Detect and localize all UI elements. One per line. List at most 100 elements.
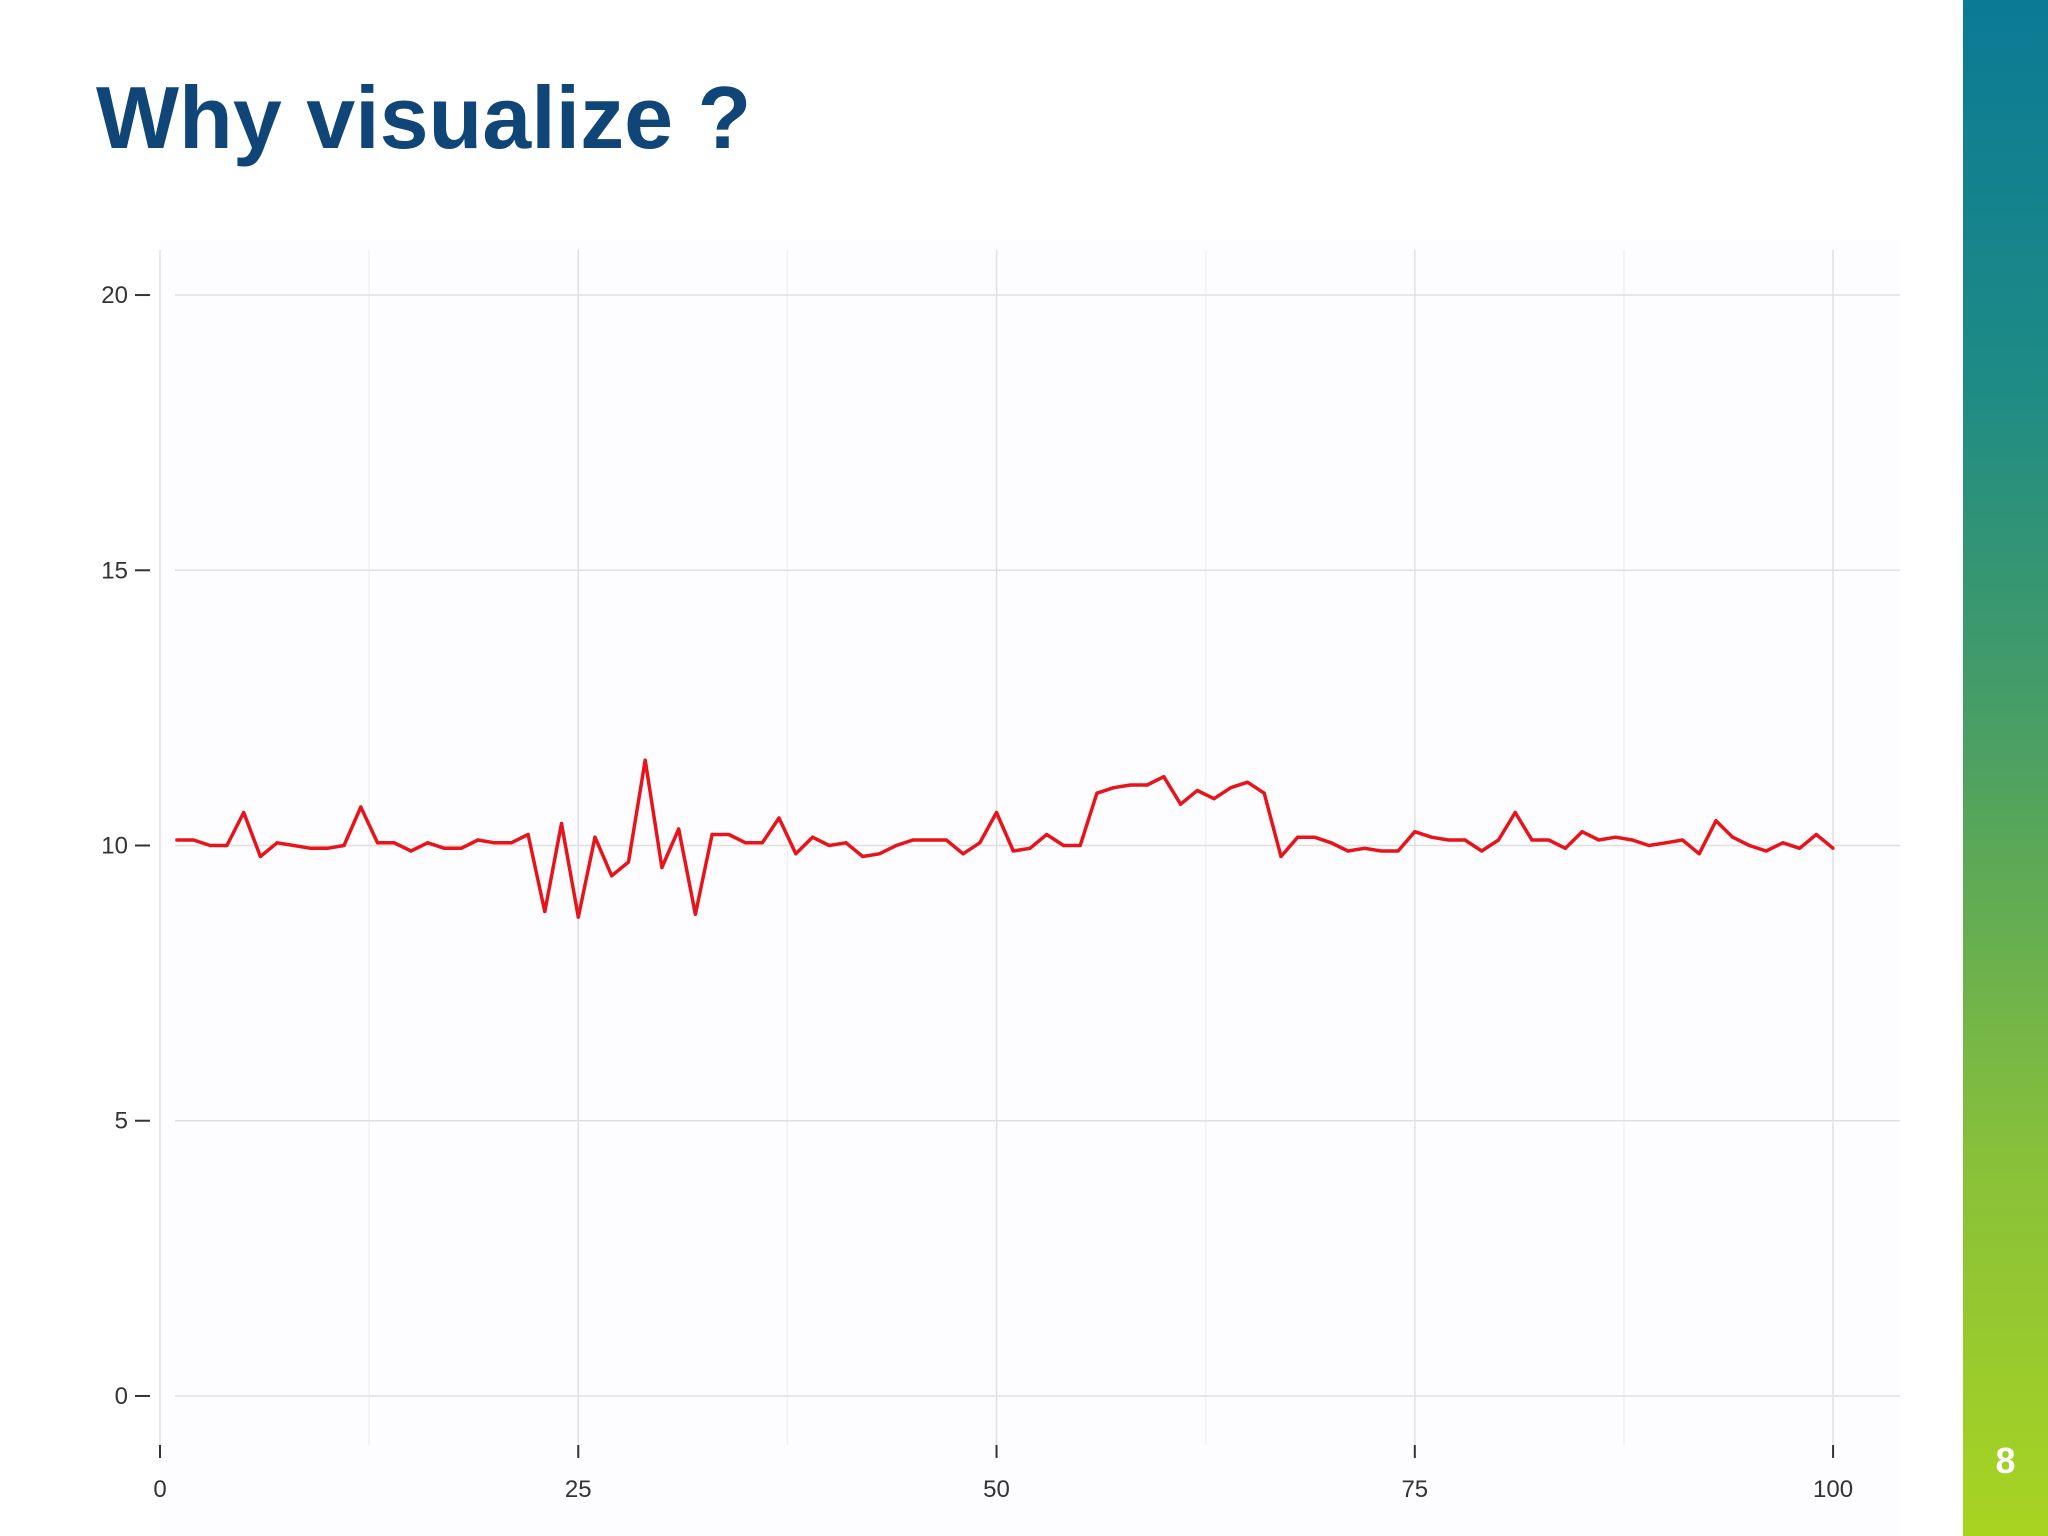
data-point xyxy=(1396,849,1400,853)
data-point xyxy=(175,838,179,842)
data-point xyxy=(827,843,831,848)
y-tick-label: 20 xyxy=(101,282,128,309)
data-point xyxy=(1095,791,1099,795)
data-point xyxy=(1429,835,1434,839)
data-point xyxy=(1162,775,1166,779)
data-point xyxy=(610,874,614,878)
data-point xyxy=(509,841,513,845)
data-point xyxy=(1379,849,1383,853)
data-point xyxy=(275,841,279,845)
data-point xyxy=(760,841,764,845)
data-point xyxy=(225,843,229,848)
data-point xyxy=(861,854,865,859)
data-point xyxy=(559,821,564,826)
data-point xyxy=(911,838,915,842)
data-point xyxy=(727,832,731,837)
data-point xyxy=(877,852,882,856)
data-point xyxy=(493,841,497,845)
data-point xyxy=(359,805,363,809)
x-tick-label: 50 xyxy=(983,1476,1010,1503)
data-point xyxy=(1814,832,1818,837)
data-point xyxy=(342,843,346,848)
data-point xyxy=(325,846,329,850)
data-point xyxy=(961,852,965,856)
data-point xyxy=(1547,838,1551,842)
data-point xyxy=(777,816,781,820)
data-point xyxy=(1630,838,1634,842)
data-point xyxy=(1781,841,1785,845)
grid-lines xyxy=(159,250,1900,1445)
data-point xyxy=(894,843,898,848)
data-point xyxy=(426,841,430,845)
series-layer xyxy=(175,758,1835,919)
x-tick-label: 75 xyxy=(1401,1476,1428,1503)
data-point xyxy=(1513,810,1517,815)
data-point xyxy=(1563,846,1567,850)
data-point xyxy=(693,912,697,916)
data-point xyxy=(1496,838,1501,842)
data-point xyxy=(1212,797,1216,801)
data-point xyxy=(928,838,932,842)
data-point xyxy=(1580,830,1584,834)
data-point xyxy=(994,810,999,815)
data-point xyxy=(292,843,296,848)
decorative-side-bar xyxy=(1963,0,2048,1536)
data-point xyxy=(944,838,948,842)
y-tick-label: 10 xyxy=(101,833,128,860)
data-point xyxy=(191,838,196,842)
data-point xyxy=(1112,786,1116,790)
data-point xyxy=(1329,841,1333,845)
x-tick-label: 0 xyxy=(153,1476,166,1503)
data-point xyxy=(978,841,982,845)
data-point xyxy=(1279,854,1283,859)
data-point xyxy=(1798,846,1802,850)
slide-title: Why visualize ? xyxy=(96,68,752,167)
x-tick-label: 25 xyxy=(565,1476,592,1503)
data-point xyxy=(1680,838,1685,842)
data-point xyxy=(442,846,447,850)
page-number: 8 xyxy=(1995,1440,2016,1481)
plot-background xyxy=(160,240,1900,1536)
data-point xyxy=(476,838,480,842)
data-point xyxy=(1245,780,1250,784)
data-point xyxy=(1530,838,1534,842)
data-point xyxy=(1613,835,1618,839)
data-point xyxy=(1647,843,1651,848)
data-point xyxy=(1312,835,1317,839)
data-point xyxy=(1363,846,1367,850)
data-point xyxy=(208,843,212,848)
data-point xyxy=(459,846,463,850)
data-point xyxy=(308,846,313,850)
data-point xyxy=(375,841,380,845)
data-point xyxy=(526,832,530,837)
data-point xyxy=(1128,783,1132,787)
y-tick-label: 0 xyxy=(115,1383,128,1410)
data-point xyxy=(710,832,714,837)
data-point xyxy=(810,835,815,839)
data-point xyxy=(1697,852,1701,856)
data-point xyxy=(660,865,664,870)
data-point xyxy=(1446,838,1450,842)
y-tick-label: 5 xyxy=(115,1108,128,1135)
data-point xyxy=(1764,849,1768,853)
data-point xyxy=(1480,849,1484,853)
data-point xyxy=(1664,841,1668,845)
data-point xyxy=(1747,843,1752,848)
data-point xyxy=(1078,843,1082,848)
data-point xyxy=(1731,835,1735,839)
data-point xyxy=(794,852,798,856)
data-point xyxy=(677,827,681,831)
data-point xyxy=(844,841,848,845)
data-point xyxy=(392,841,396,845)
data-point xyxy=(1178,802,1183,806)
series-line xyxy=(176,758,1835,919)
axis-ticks: 0 25 50 75 100 0 5 10 15 20 xyxy=(101,282,1853,1503)
data-point xyxy=(258,854,262,859)
data-point xyxy=(643,758,647,762)
data-point xyxy=(1413,830,1417,834)
line-chart: 0 25 50 75 100 0 5 10 15 20 xyxy=(101,240,1900,1536)
data-point xyxy=(593,835,597,839)
data-point xyxy=(1195,788,1199,793)
data-point xyxy=(576,915,580,919)
data-point xyxy=(409,849,413,853)
